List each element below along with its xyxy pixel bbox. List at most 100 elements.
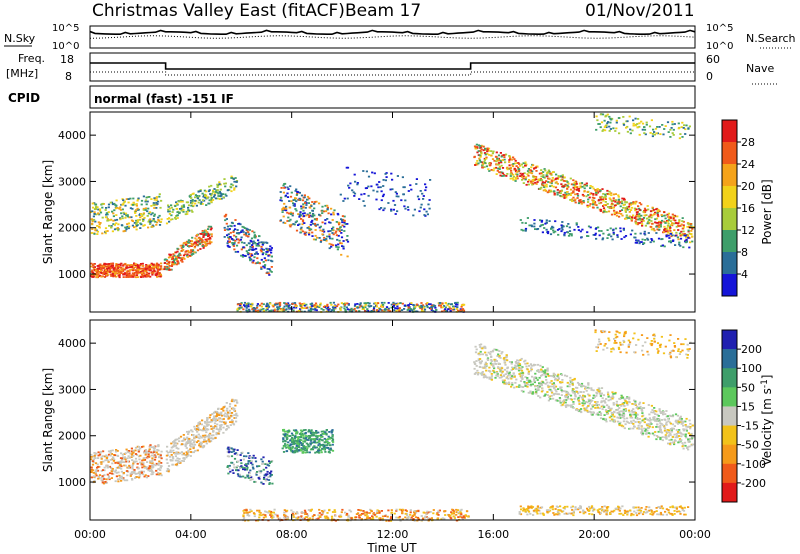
heatmap-cell-velData-0 (125, 460, 128, 463)
heatmap-cell-powerData-6 (441, 302, 444, 305)
heatmap-cell-powerData-3 (176, 214, 179, 217)
heatmap-cell-powerData-8 (643, 207, 647, 210)
heatmap-cell-powerData-9 (545, 222, 548, 224)
heatmap-cell-powerData-7 (407, 208, 410, 211)
heatmap-cell-powerData-1 (94, 203, 98, 206)
heatmap-cell-powerData-5 (302, 206, 305, 209)
heatmap-cell-powerData-9 (554, 230, 557, 233)
heatmap-cell-powerData-2 (191, 244, 194, 247)
heatmap-cell-velData-0 (102, 482, 106, 485)
heatmap-cell-velData-3 (318, 440, 321, 443)
heatmap-cell-velData-1 (175, 451, 178, 454)
heatmap-cell-powerData-7 (380, 190, 383, 193)
heatmap-cell-velData-3 (302, 440, 305, 443)
heatmap-cell-powerData-6 (459, 308, 462, 311)
heatmap-cell-powerData-8 (667, 219, 670, 221)
heatmap-cell-powerData-0 (143, 275, 146, 277)
heatmap-cell-powerData-0 (103, 271, 106, 273)
heatmap-cell-powerData-3 (226, 189, 229, 192)
heatmap-cell-velData-0 (129, 475, 132, 477)
heatmap-cell-powerData-8 (589, 187, 592, 189)
heatmap-cell-velData-4 (384, 514, 387, 517)
heatmap-cell-powerData-8 (617, 198, 621, 201)
heatmap-cell-velData-3 (306, 451, 309, 454)
heatmap-cell-powerData-0 (105, 266, 108, 269)
heatmap-cell-velData-3 (320, 449, 323, 452)
heatmap-cell-powerData-7 (410, 188, 413, 191)
heatmap-cell-powerData-5 (289, 225, 292, 228)
heatmap-cell-powerData-3 (182, 209, 185, 211)
heatmap-cell-velData-4 (430, 517, 433, 519)
heatmap-cell-powerData-7 (372, 189, 375, 192)
heatmap-cell-velData-1 (206, 418, 209, 421)
heatmap-cell-velData-0 (128, 464, 131, 467)
heatmap-cell-powerData-6 (368, 305, 371, 308)
heatmap-cell-powerData-8 (585, 182, 588, 185)
heatmap-cell-velData-3 (298, 448, 301, 451)
heatmap-cell-powerData-1 (117, 229, 120, 232)
heatmap-cell-velData-2 (258, 475, 261, 478)
heatmap-cell-powerData-8 (481, 166, 484, 169)
heatmap-cell-velData-2 (256, 465, 259, 468)
heatmap-cell-powerData-0 (107, 270, 110, 273)
heatmap-cell-powerData-1 (155, 196, 158, 198)
heatmap-cell-powerData-3 (218, 181, 221, 184)
heatmap-cell-powerData-8 (593, 197, 596, 199)
heatmap-cell-powerData-1 (93, 213, 96, 215)
heatmap-cell-powerData-2 (186, 242, 189, 244)
heatmap-cell-velData-1 (167, 470, 170, 473)
heatmap-cell-velData-0 (100, 470, 103, 472)
heatmap-cell-powerData-3 (197, 190, 200, 193)
heatmap-cell-powerData-5 (343, 215, 346, 218)
heatmap-cell-powerData-7 (407, 190, 410, 192)
heatmap-cell-powerData-8 (638, 207, 641, 210)
heatmap-cell-velData-0 (151, 462, 154, 465)
heatmap-cell-velData-0 (132, 449, 135, 452)
heatmap-cell-powerData-7 (425, 186, 428, 189)
heatmap-cell-powerData-10 (608, 115, 611, 118)
heatmap-cell-velData-0 (130, 450, 133, 453)
heatmap-cell-powerData-1 (127, 198, 130, 200)
heatmap-cell-powerData-8 (688, 223, 691, 226)
heatmap-cell-powerData-6 (243, 304, 246, 306)
heatmap-cell-powerData-5 (314, 234, 317, 237)
heatmap-cell-velData-3 (285, 450, 288, 453)
heatmap-cell-powerData-4 (255, 251, 258, 254)
heatmap-cell-powerData-8 (638, 209, 641, 211)
heatmap-cell-powerData-3 (235, 180, 238, 183)
heatmap-cell-velData-3 (312, 446, 315, 449)
heatmap-cell-velData-3 (305, 435, 309, 438)
heatmap-cell-powerData-8 (550, 184, 553, 187)
heatmap-cell-powerData-8 (682, 225, 685, 228)
heatmap-cell-velData-0 (130, 447, 133, 450)
heatmap-cell-powerData-5 (314, 223, 317, 226)
heatmap-cell-powerData-9 (598, 234, 601, 237)
heatmap-cell-velData-1 (233, 414, 236, 416)
heatmap-cell-powerData-8 (638, 215, 641, 217)
heatmap-cell-powerData-3 (225, 194, 228, 197)
heatmap-cell-powerData-8 (482, 149, 485, 152)
heatmap-cell-velData-1 (200, 436, 203, 439)
heatmap-cell-powerData-8 (534, 181, 537, 184)
heatmap-cell-powerData-8 (591, 199, 594, 202)
heatmap-cell-velData-1 (216, 413, 219, 416)
heatmap-cell-powerData-1 (149, 222, 152, 224)
heatmap-cell-powerData-2 (201, 232, 204, 234)
heatmap-cell-powerData-6 (276, 310, 279, 313)
heatmap-cell-powerData-8 (561, 185, 564, 188)
heatmap-cell-velData-3 (282, 440, 285, 443)
heatmap-cell-powerData-5 (297, 213, 300, 215)
heatmap-cell-powerData-8 (558, 191, 561, 194)
heatmap-cell-powerData-8 (549, 185, 552, 188)
heatmap-cell-velData-3 (298, 446, 301, 448)
heatmap-cell-powerData-2 (207, 228, 210, 230)
heatmap-cell-powerData-0 (100, 271, 103, 274)
heatmap-cell-velData-3 (297, 436, 300, 439)
heatmap-cell-powerData-1 (112, 215, 115, 218)
heatmap-cell-powerData-3 (194, 194, 197, 196)
heatmap-cell-velData-3 (309, 443, 312, 446)
heatmap-cell-powerData-8 (635, 218, 638, 221)
heatmap-cell-powerData-8 (497, 167, 500, 170)
heatmap-cell-powerData-9 (539, 225, 542, 228)
heatmap-cell-powerData-8 (563, 194, 567, 196)
